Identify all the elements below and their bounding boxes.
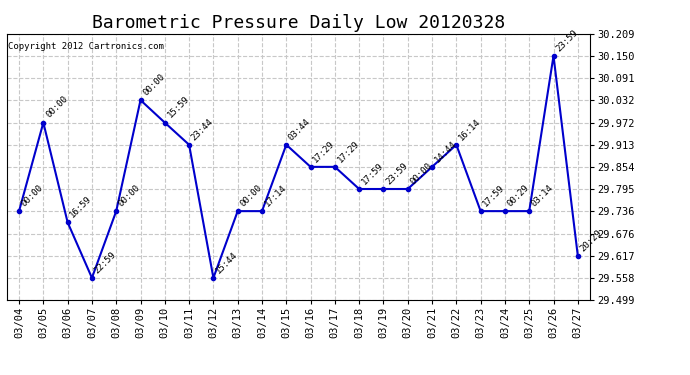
Text: 17:14: 17:14: [263, 183, 288, 209]
Text: 03:14: 03:14: [530, 183, 555, 209]
Text: 20:29: 20:29: [578, 228, 604, 253]
Text: 00:29: 00:29: [506, 183, 531, 209]
Text: 23:44: 23:44: [190, 117, 215, 142]
Text: 17:59: 17:59: [359, 161, 385, 186]
Text: 03:44: 03:44: [287, 117, 313, 142]
Text: 00:00: 00:00: [408, 161, 434, 186]
Text: 00:00: 00:00: [19, 183, 45, 209]
Text: 22:59: 22:59: [92, 250, 118, 275]
Text: 14:44: 14:44: [433, 139, 458, 164]
Text: 15:44: 15:44: [214, 250, 239, 275]
Text: 17:29: 17:29: [335, 139, 361, 164]
Text: 17:59: 17:59: [481, 183, 506, 209]
Text: 15:59: 15:59: [166, 94, 190, 120]
Text: 00:00: 00:00: [44, 94, 69, 120]
Text: 23:59: 23:59: [554, 28, 580, 53]
Text: 00:00: 00:00: [117, 183, 142, 209]
Text: 23:59: 23:59: [384, 161, 409, 186]
Text: 00:00: 00:00: [141, 72, 166, 98]
Text: 00:00: 00:00: [238, 183, 264, 209]
Text: 16:14: 16:14: [457, 117, 482, 142]
Text: 17:29: 17:29: [311, 139, 337, 164]
Title: Barometric Pressure Daily Low 20120328: Barometric Pressure Daily Low 20120328: [92, 14, 505, 32]
Text: Copyright 2012 Cartronics.com: Copyright 2012 Cartronics.com: [8, 42, 164, 51]
Text: 16:59: 16:59: [68, 194, 94, 220]
